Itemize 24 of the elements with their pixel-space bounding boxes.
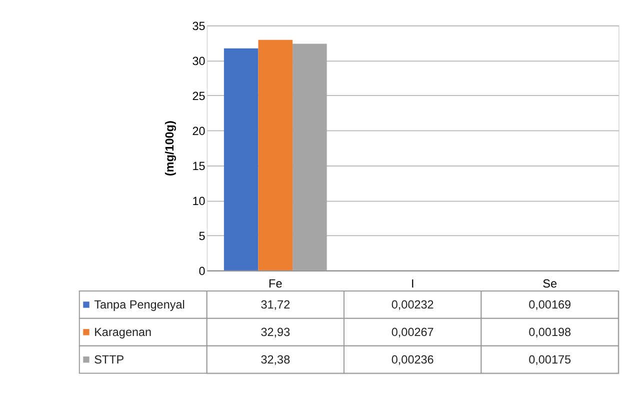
data-label: 0,00267 — [391, 326, 434, 340]
data-label: 0,00232 — [391, 298, 434, 312]
y-tick-label: 20 — [192, 124, 206, 138]
y-tick-label: 0 — [198, 264, 206, 278]
data-label: 0,00169 — [528, 298, 572, 312]
y-tick-label: 15 — [192, 160, 206, 173]
data-label: 0,00198 — [528, 326, 572, 340]
x-tick-label: Se — [542, 278, 558, 291]
legend-label: Tanpa Pengenyal — [94, 298, 185, 312]
legend-label: STTP — [94, 354, 124, 366]
legend-label: Karagenan — [94, 326, 152, 340]
y-tick-label: 10 — [192, 194, 206, 208]
x-tick-label: I — [410, 278, 414, 291]
y-tick-label: 30 — [192, 54, 206, 68]
data-label: 31,72 — [260, 298, 290, 312]
y-tick-label: 5 — [198, 230, 206, 243]
x-tick-label: Fe — [268, 278, 283, 291]
y-tick-label: 25 — [192, 90, 206, 103]
y-tick-label: 35 — [192, 20, 206, 33]
y-axis-title: (mg/100g) — [164, 120, 177, 176]
data-label: 32,38 — [260, 354, 291, 366]
data-label: 0,00236 — [391, 354, 434, 366]
data-label: 0,00175 — [528, 354, 572, 366]
data-label: 32,93 — [260, 326, 291, 340]
